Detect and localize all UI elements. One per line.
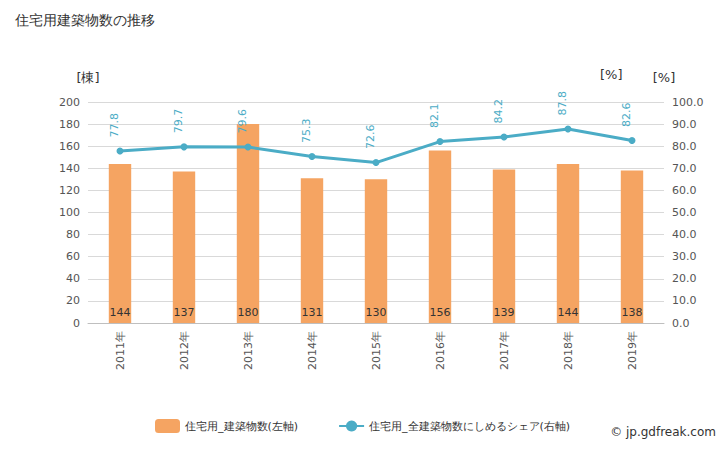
svg-text:120: 120 bbox=[59, 184, 80, 197]
svg-text:144: 144 bbox=[558, 306, 579, 319]
svg-text:60: 60 bbox=[66, 250, 80, 263]
svg-text:84.2: 84.2 bbox=[492, 99, 505, 124]
svg-text:70.0: 70.0 bbox=[672, 162, 697, 175]
svg-text:75.3: 75.3 bbox=[300, 119, 313, 144]
svg-text:180: 180 bbox=[59, 118, 80, 131]
svg-text:2011年: 2011年 bbox=[114, 331, 127, 370]
svg-text:180: 180 bbox=[238, 306, 259, 319]
svg-text:2016年: 2016年 bbox=[434, 331, 447, 370]
svg-text:77.8: 77.8 bbox=[108, 113, 121, 138]
svg-text:138: 138 bbox=[622, 306, 643, 319]
svg-text:80: 80 bbox=[66, 228, 80, 241]
svg-text:住宅用_全建築物数にしめるシェア(右軸): 住宅用_全建築物数にしめるシェア(右軸) bbox=[369, 420, 570, 433]
svg-text:82.6: 82.6 bbox=[620, 102, 633, 127]
svg-text:137: 137 bbox=[174, 306, 195, 319]
svg-text:2017年: 2017年 bbox=[498, 331, 511, 370]
svg-text:100: 100 bbox=[59, 206, 80, 219]
svg-text:79.6: 79.6 bbox=[236, 109, 249, 134]
svg-text:住宅用_建築物数(左軸): 住宅用_建築物数(左軸) bbox=[185, 420, 298, 433]
svg-text:90.0: 90.0 bbox=[672, 118, 697, 131]
svg-text:2012年: 2012年 bbox=[178, 331, 191, 370]
svg-text:[%]: [%] bbox=[600, 67, 623, 82]
svg-text:139: 139 bbox=[494, 306, 515, 319]
svg-text:80.0: 80.0 bbox=[672, 140, 697, 153]
svg-text:72.6: 72.6 bbox=[364, 125, 377, 150]
svg-text:40: 40 bbox=[66, 272, 80, 285]
svg-text:131: 131 bbox=[302, 306, 323, 319]
svg-text:2018年: 2018年 bbox=[562, 331, 575, 370]
svg-text:住宅用建築物数の推移: 住宅用建築物数の推移 bbox=[14, 12, 155, 28]
svg-text:2013年: 2013年 bbox=[242, 331, 255, 370]
svg-text:40.0: 40.0 bbox=[672, 228, 697, 241]
svg-text:130: 130 bbox=[366, 306, 387, 319]
svg-text:156: 156 bbox=[430, 306, 451, 319]
svg-text:100.0: 100.0 bbox=[672, 96, 704, 109]
svg-text:82.1: 82.1 bbox=[428, 104, 441, 129]
svg-text:0.0: 0.0 bbox=[672, 317, 690, 330]
svg-text:20.0: 20.0 bbox=[672, 272, 697, 285]
svg-text:60.0: 60.0 bbox=[672, 184, 697, 197]
svg-text:144: 144 bbox=[110, 306, 131, 319]
svg-text:30.0: 30.0 bbox=[672, 250, 697, 263]
svg-text:87.8: 87.8 bbox=[556, 91, 569, 116]
svg-text:0: 0 bbox=[73, 317, 80, 330]
svg-text:50.0: 50.0 bbox=[672, 206, 697, 219]
svg-text:[棟]: [棟] bbox=[76, 70, 99, 85]
svg-text:2014年: 2014年 bbox=[306, 331, 319, 370]
svg-text:160: 160 bbox=[59, 140, 80, 153]
svg-text:20: 20 bbox=[66, 294, 80, 307]
svg-text:2019年: 2019年 bbox=[626, 331, 639, 370]
svg-text:79.7: 79.7 bbox=[172, 109, 185, 134]
svg-text:© jp.gdfreak.com: © jp.gdfreak.com bbox=[610, 425, 716, 439]
svg-text:140: 140 bbox=[59, 162, 80, 175]
svg-text:[%]: [%] bbox=[653, 70, 676, 85]
svg-text:200: 200 bbox=[59, 96, 80, 109]
svg-text:10.0: 10.0 bbox=[672, 294, 697, 307]
svg-text:2015年: 2015年 bbox=[370, 331, 383, 370]
